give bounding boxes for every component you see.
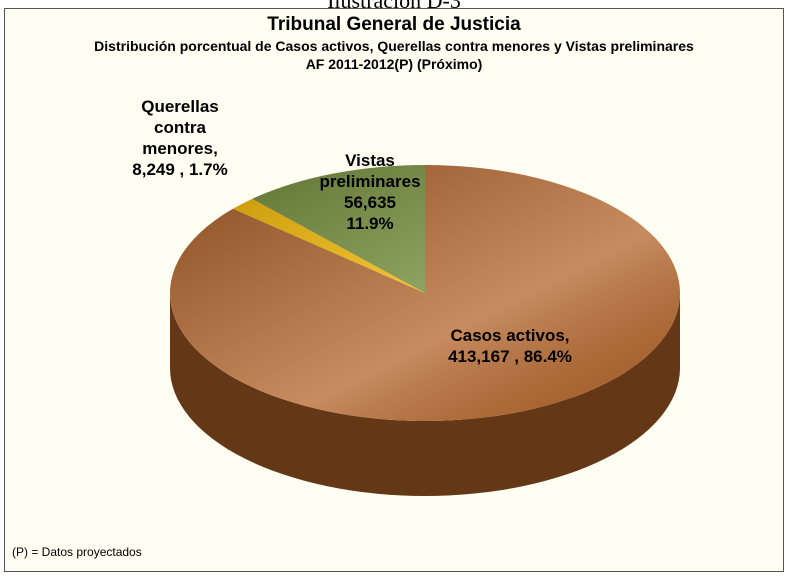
chart-title: Tribunal General de Justicia [267, 14, 521, 35]
label-value: 56,635 11.9% [344, 193, 396, 233]
chart-subtitle: AF 2011-2012(P) (Próximo) [305, 56, 483, 72]
data-label: Vistas preliminares 56,635 11.9% [305, 150, 435, 234]
data-label: Querellas contra menores, 8,249 , 1.7% [110, 96, 250, 180]
label-category: Casos activos, [450, 326, 570, 345]
footnote: (P) = Datos proyectados [12, 545, 142, 559]
slice-side [170, 293, 680, 496]
label-category: Vistas preliminares [319, 151, 421, 191]
label-value: 413,167 , 86.4% [448, 347, 572, 366]
label-value: 8,249 , 1.7% [132, 160, 228, 179]
chart-subtitle: Distribución porcentual de Casos activos… [94, 38, 694, 54]
data-label: Casos activos, 413,167 , 86.4% [380, 325, 640, 367]
label-category: Querellas contra menores, [141, 97, 219, 158]
